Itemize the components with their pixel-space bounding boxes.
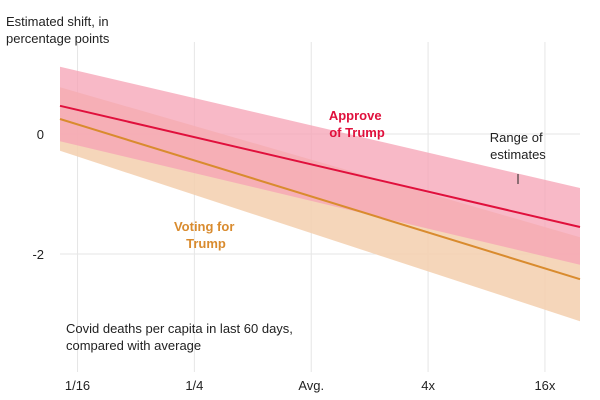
voting-series-label-line-2: Trump xyxy=(186,236,226,251)
voting-series-label-line-1: Voting for xyxy=(174,219,234,234)
y-axis-label-line-2: percentage points xyxy=(6,31,110,46)
x-tick-label: 16x xyxy=(534,378,555,393)
estimate-bands xyxy=(60,66,580,322)
voting-series-label: Voting for Trump xyxy=(174,219,238,251)
x-tick-labels: 1/16 1/4 Avg. 4x 16x xyxy=(65,378,556,393)
range-annotation-line-2: estimates xyxy=(490,147,546,162)
x-axis-label-line-1: Covid deaths per capita in last 60 days, xyxy=(66,321,293,336)
y-tick-label: 0 xyxy=(37,127,44,142)
approve-series-line xyxy=(59,104,581,228)
x-tick-label: 1/4 xyxy=(185,378,203,393)
x-axis-label: Covid deaths per capita in last 60 days,… xyxy=(66,321,297,353)
y-tick-label: -2 xyxy=(32,247,44,262)
y-axis-label: Estimated shift, in percentage points xyxy=(6,14,112,46)
x-tick-label: 1/16 xyxy=(65,378,90,393)
voting-series-line xyxy=(59,118,581,281)
x-tick-label: Avg. xyxy=(298,378,324,393)
range-annotation: Range of estimates xyxy=(490,130,547,162)
approve-series-label-line-1: Approve xyxy=(329,108,382,123)
x-tick-label: 4x xyxy=(421,378,435,393)
series-lines xyxy=(59,104,581,281)
x-axis-label-line-2: compared with average xyxy=(66,338,201,353)
y-tick-labels: 0 -2 xyxy=(32,127,44,262)
range-annotation-line-1: Range of xyxy=(490,130,543,145)
approve-series-label: Approve of Trump xyxy=(329,108,385,140)
approve-series-label-line-2: of Trump xyxy=(329,125,385,140)
y-axis-label-line-1: Estimated shift, in xyxy=(6,14,109,29)
